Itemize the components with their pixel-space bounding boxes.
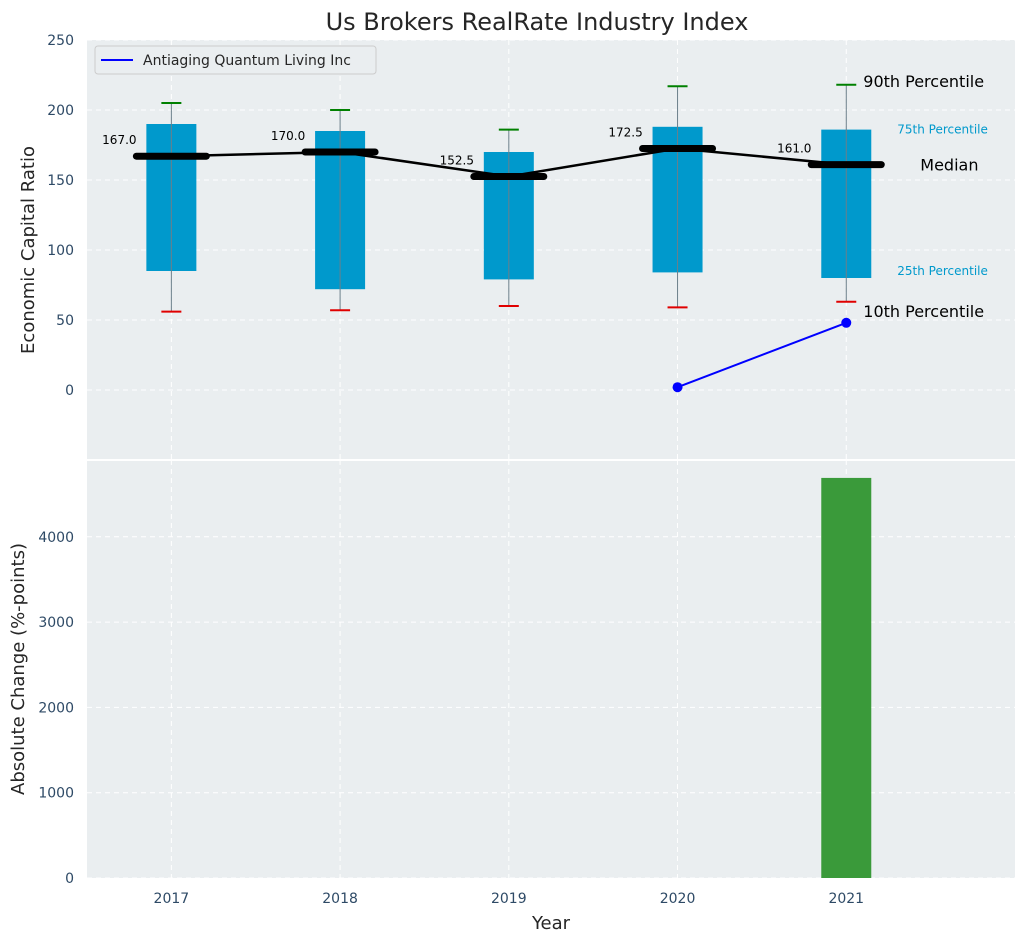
bottom-y-tick-label: 4000: [38, 530, 74, 546]
company-series-point: [841, 317, 852, 328]
x-tick-label: 2019: [491, 891, 527, 907]
x-tick-label: 2020: [660, 891, 696, 907]
bottom-y-ticks: 0 1000 2000 3000 4000: [38, 530, 74, 887]
top-y-ticks: 0 50 100 150 200 250: [47, 33, 74, 399]
bottom-y-tick-label: 1000: [38, 786, 74, 802]
x-ticks: 2017 2018 2019 2020 2021: [154, 891, 865, 907]
legend-box: [94, 45, 377, 75]
annotation-p25: 25th Percentile: [897, 264, 988, 278]
annotation-median: Median: [920, 156, 978, 175]
legend: Antiaging Quantum Living Inc: [94, 45, 377, 75]
median-value-label: 172.5: [608, 126, 642, 140]
median-value-label: 152.5: [440, 154, 474, 168]
median-value-label: 167.0: [102, 133, 136, 147]
change-bar: [821, 477, 872, 878]
top-marks: 167.0 170.0 152.5 172.5 161.0 90th Percentile…: [102, 72, 988, 393]
bottom-y-tick-label: 3000: [38, 615, 74, 631]
x-axis-label: Year: [531, 913, 571, 934]
x-tick-label: 2018: [322, 891, 358, 907]
top-y-tick-label: 100: [47, 243, 74, 259]
bottom-plot-area: [87, 460, 1015, 878]
company-series-line: [677, 321, 847, 389]
top-y-tick-label: 250: [47, 33, 74, 49]
median-value-label: 161.0: [777, 142, 811, 156]
annotation-p90: 90th Percentile: [863, 72, 984, 91]
top-y-tick-label: 0: [65, 383, 74, 399]
x-tick-label: 2017: [154, 891, 190, 907]
top-y-tick-label: 50: [56, 313, 74, 329]
bottom-y-axis-label: Absolute Change (%-points): [8, 543, 29, 795]
bottom-marks: [821, 477, 872, 878]
annotation-p10: 10th Percentile: [863, 302, 984, 321]
top-y-tick-label: 200: [47, 103, 74, 119]
bottom-y-tick-label: 2000: [38, 700, 74, 716]
chart-title: Us Brokers RealRate Industry Index: [326, 8, 749, 36]
bottom-y-tick-label: 0: [65, 871, 74, 887]
median-value-label: 170.0: [271, 129, 305, 143]
annotation-p75: 75th Percentile: [897, 123, 988, 137]
x-tick-label: 2021: [828, 891, 864, 907]
company-series-point: [672, 382, 683, 393]
top-y-tick-label: 150: [47, 173, 74, 189]
legend-label: Antiaging Quantum Living Inc: [143, 53, 351, 69]
top-y-axis-label: Economic Capital Ratio: [18, 146, 39, 354]
